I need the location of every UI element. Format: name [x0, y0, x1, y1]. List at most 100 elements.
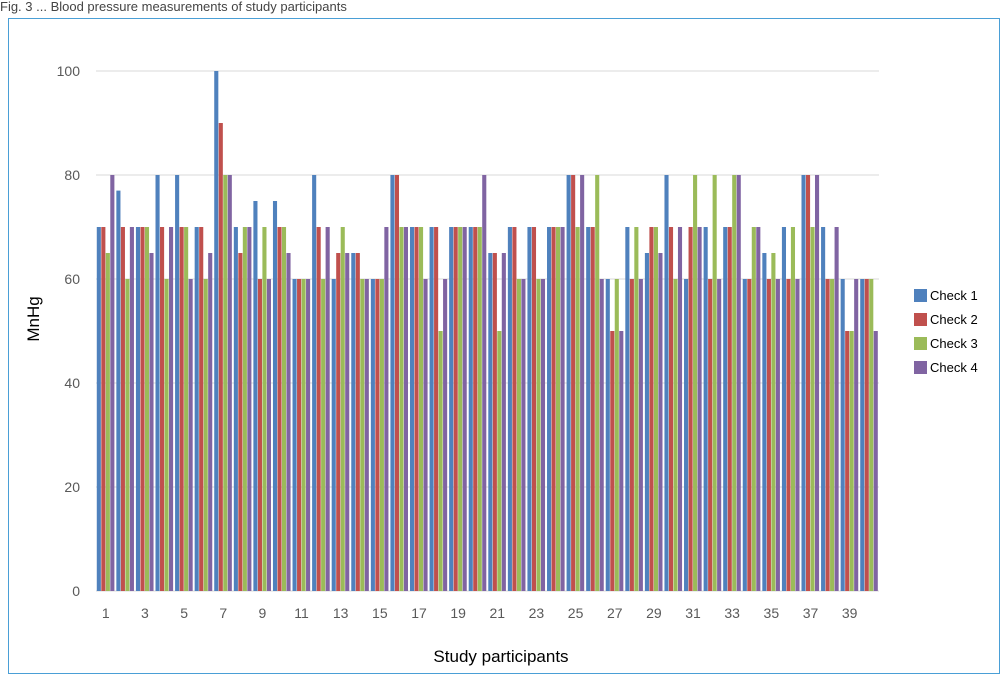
legend-label: Check 1 — [930, 288, 978, 303]
bar-check-4-p35 — [775, 279, 780, 591]
bar-check-3-p29 — [653, 227, 658, 591]
bar-check-3-p28 — [634, 227, 639, 591]
bar-check-1-p34 — [742, 279, 747, 591]
bar-check-3-p22 — [516, 279, 521, 591]
bar-check-2-p4 — [160, 227, 165, 591]
bar-check-3-p8 — [242, 227, 247, 591]
bar-check-4-p32 — [717, 279, 722, 591]
bar-check-3-p6 — [203, 279, 208, 591]
bar-check-1-p39 — [840, 279, 845, 591]
bar-check-2-p29 — [649, 227, 654, 591]
bar-check-3-p10 — [281, 227, 287, 591]
bar-check-3-p40 — [869, 279, 874, 591]
bar-check-3-p5 — [184, 227, 189, 591]
bars — [96, 71, 878, 591]
bar-check-4-p11 — [306, 279, 311, 591]
bar-check-1-p40 — [860, 279, 865, 591]
bar-check-4-p24 — [560, 227, 565, 591]
x-tick-label: 27 — [607, 605, 623, 621]
bar-check-4-p9 — [266, 279, 271, 591]
bar-check-1-p25 — [566, 175, 571, 591]
bar-check-1-p35 — [762, 253, 767, 591]
legend-label: Check 4 — [930, 360, 978, 375]
bar-check-3-p26 — [595, 175, 600, 591]
bar-check-4-p20 — [482, 175, 487, 591]
bar-check-4-p19 — [462, 227, 467, 591]
bar-check-2-p20 — [473, 227, 478, 591]
x-tick-label: 23 — [529, 605, 545, 621]
bar-check-2-p36 — [786, 279, 791, 591]
bar-check-1-p21 — [488, 253, 493, 591]
x-tick-label: 9 — [258, 605, 266, 621]
bar-check-3-p12 — [321, 279, 326, 591]
x-tick-label: 17 — [411, 605, 427, 621]
bar-check-2-p32 — [708, 279, 713, 591]
bar-check-1-p16 — [390, 175, 395, 591]
bar-check-2-p21 — [492, 253, 497, 591]
bar-check-1-p10 — [272, 201, 278, 591]
bar-check-4-p30 — [677, 227, 683, 591]
bar-check-1-p36 — [781, 227, 787, 591]
bar-check-3-p16 — [399, 227, 404, 591]
bar-check-4-p1 — [110, 175, 115, 591]
legend-swatch — [914, 313, 927, 326]
bar-check-3-p33 — [732, 175, 737, 591]
bar-check-2-p17 — [414, 227, 419, 591]
bar-check-2-p5 — [179, 227, 184, 591]
bar-check-1-p28 — [625, 227, 630, 591]
bar-check-3-p23 — [536, 279, 541, 591]
bar-check-3-p25 — [575, 227, 580, 591]
bar-check-2-p10 — [277, 227, 282, 591]
bar-check-4-p33 — [736, 175, 741, 591]
bar-check-2-p24 — [551, 227, 556, 591]
bar-check-2-p30 — [668, 227, 674, 591]
bar-check-3-p18 — [438, 331, 443, 591]
bar-check-4-p29 — [658, 253, 663, 591]
bar-check-4-p16 — [403, 227, 409, 591]
bar-check-1-p18 — [429, 227, 434, 591]
bar-check-1-p6 — [194, 227, 199, 591]
bar-check-3-p2 — [125, 279, 130, 591]
bar-check-2-p18 — [434, 227, 439, 591]
legend-swatch — [914, 361, 927, 374]
bar-check-2-p2 — [120, 227, 125, 591]
bar-check-4-p25 — [580, 175, 585, 591]
bar-check-2-p7 — [218, 123, 223, 591]
bar-check-2-p35 — [766, 279, 771, 591]
bar-check-2-p33 — [727, 227, 732, 591]
y-tick-label: 20 — [64, 479, 80, 495]
bar-check-3-p13 — [340, 227, 345, 591]
bar-check-2-p16 — [394, 175, 400, 591]
bar-check-4-p28 — [638, 279, 643, 591]
bar-check-3-p20 — [477, 227, 482, 591]
bar-check-2-p1 — [101, 227, 106, 591]
bar-check-1-p13 — [331, 279, 336, 591]
bar-check-2-p28 — [629, 279, 634, 591]
bar-check-1-p29 — [644, 253, 649, 591]
bar-check-3-p27 — [614, 279, 619, 591]
y-tick-label: 40 — [64, 375, 80, 391]
bar-check-3-p15 — [379, 279, 384, 591]
x-tick-label: 1 — [102, 605, 110, 621]
bar-check-3-p7 — [223, 175, 228, 591]
bar-check-4-p37 — [814, 175, 820, 591]
bar-check-2-p9 — [257, 279, 262, 591]
bar-check-4-p34 — [756, 227, 761, 591]
bar-check-2-p3 — [140, 227, 145, 591]
bar-check-2-p19 — [453, 227, 458, 591]
bar-check-1-p9 — [253, 201, 258, 591]
bar-check-3-p3 — [144, 227, 150, 591]
x-tick-label: 5 — [180, 605, 188, 621]
bar-check-1-p30 — [664, 175, 669, 591]
bar-check-2-p26 — [590, 227, 595, 591]
bar-check-1-p38 — [821, 227, 826, 591]
bar-check-2-p39 — [845, 331, 850, 591]
bar-check-4-p2 — [129, 227, 134, 591]
bar-check-2-p37 — [805, 175, 811, 591]
bar-check-4-p21 — [501, 253, 506, 591]
bar-check-4-p13 — [345, 253, 350, 591]
x-tick-label: 25 — [568, 605, 584, 621]
y-tick-label: 60 — [64, 271, 80, 287]
bar-check-2-p25 — [571, 175, 576, 591]
